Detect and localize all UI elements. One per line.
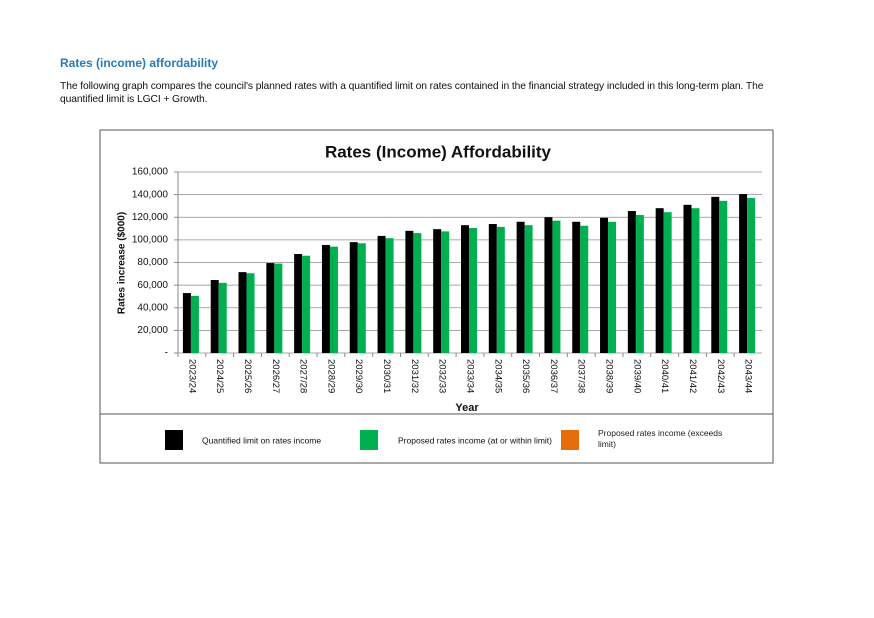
bar	[302, 255, 311, 353]
bar	[190, 295, 199, 353]
bar	[238, 272, 247, 353]
x-tick-label: 2028/29	[325, 359, 336, 393]
bar	[719, 200, 728, 353]
x-axis-label: Year	[455, 402, 479, 414]
x-tick-label: 2036/37	[548, 359, 559, 393]
heading: Rates (income) affordability	[60, 56, 219, 70]
bar	[600, 217, 609, 353]
bar	[544, 217, 553, 353]
bar	[739, 194, 748, 353]
bar	[377, 235, 386, 353]
x-tick-label: 2037/38	[576, 359, 587, 393]
bar	[663, 212, 672, 353]
x-tick-label: 2042/43	[715, 359, 726, 393]
x-tick-label: 2027/28	[298, 359, 309, 393]
x-tick-label: 2030/31	[381, 359, 392, 393]
chart-title: Rates (Income) Affordability	[325, 142, 552, 161]
bar	[294, 254, 303, 353]
bar	[516, 221, 525, 353]
bar	[218, 282, 227, 353]
bar	[683, 204, 692, 353]
bar	[691, 208, 700, 353]
bar	[488, 224, 497, 353]
x-tick-label: 2031/32	[409, 359, 420, 393]
y-tick-label: 60,000	[137, 280, 168, 291]
x-tick-label: 2032/33	[437, 359, 448, 393]
legend-swatch	[360, 430, 378, 450]
bar	[461, 225, 469, 353]
bar	[572, 221, 581, 353]
bar	[441, 231, 450, 353]
bar	[524, 225, 533, 353]
x-tick-label: 2023/24	[186, 359, 197, 393]
bar	[266, 263, 275, 353]
bar	[210, 280, 219, 353]
bar	[655, 208, 664, 353]
legend-label: Proposed rates income (exceeds limit)	[598, 428, 723, 449]
y-tick-label: 40,000	[137, 302, 168, 313]
bar	[357, 243, 366, 353]
x-tick-label: 2034/35	[492, 359, 503, 393]
x-tick-label: 2043/44	[743, 359, 754, 393]
bar	[349, 242, 358, 353]
bar	[580, 225, 589, 353]
bar	[182, 293, 191, 353]
bar	[321, 244, 330, 353]
x-tick-label: 2039/40	[631, 359, 642, 393]
bar	[405, 230, 414, 353]
bar	[246, 273, 255, 353]
bar	[711, 196, 720, 353]
y-tick-label: 120,000	[132, 212, 169, 223]
bar	[274, 263, 283, 353]
y-tick-label: 100,000	[132, 235, 169, 246]
y-tick-label: 140,000	[132, 189, 169, 200]
bar	[329, 246, 338, 353]
x-tick-label: 2041/42	[687, 359, 698, 393]
legend-label: Proposed rates income (at or within limi…	[398, 435, 552, 445]
x-tick-label: 2029/30	[353, 359, 364, 393]
y-tick-label: 160,000	[132, 167, 169, 178]
legend-swatch	[165, 430, 183, 450]
legend-swatch	[561, 430, 579, 450]
bar	[747, 198, 756, 353]
bar	[469, 227, 477, 353]
bar	[433, 229, 442, 353]
bar	[496, 226, 505, 353]
bar	[627, 211, 636, 353]
paragraph: The following graph compares the council…	[60, 81, 764, 105]
x-tick-label: 2025/26	[242, 359, 253, 393]
bar	[608, 221, 617, 353]
x-tick-label: 2035/36	[520, 359, 531, 393]
x-tick-label: 2026/27	[270, 359, 281, 393]
x-tick-label: 2038/39	[604, 359, 615, 393]
bar	[385, 238, 394, 353]
x-tick-label: 2033/34	[464, 359, 475, 393]
y-axis-label: Rates increase ($000)	[117, 212, 128, 314]
x-tick-label: 2040/41	[659, 359, 670, 393]
y-tick-label: -	[165, 348, 168, 359]
y-tick-label: 80,000	[137, 257, 168, 268]
bar	[413, 233, 422, 353]
y-tick-label: 20,000	[137, 325, 168, 336]
bar	[635, 214, 644, 353]
legend-label: Quantified limit on rates income	[202, 435, 321, 445]
bar	[552, 220, 561, 353]
x-tick-label: 2024/25	[214, 359, 225, 393]
